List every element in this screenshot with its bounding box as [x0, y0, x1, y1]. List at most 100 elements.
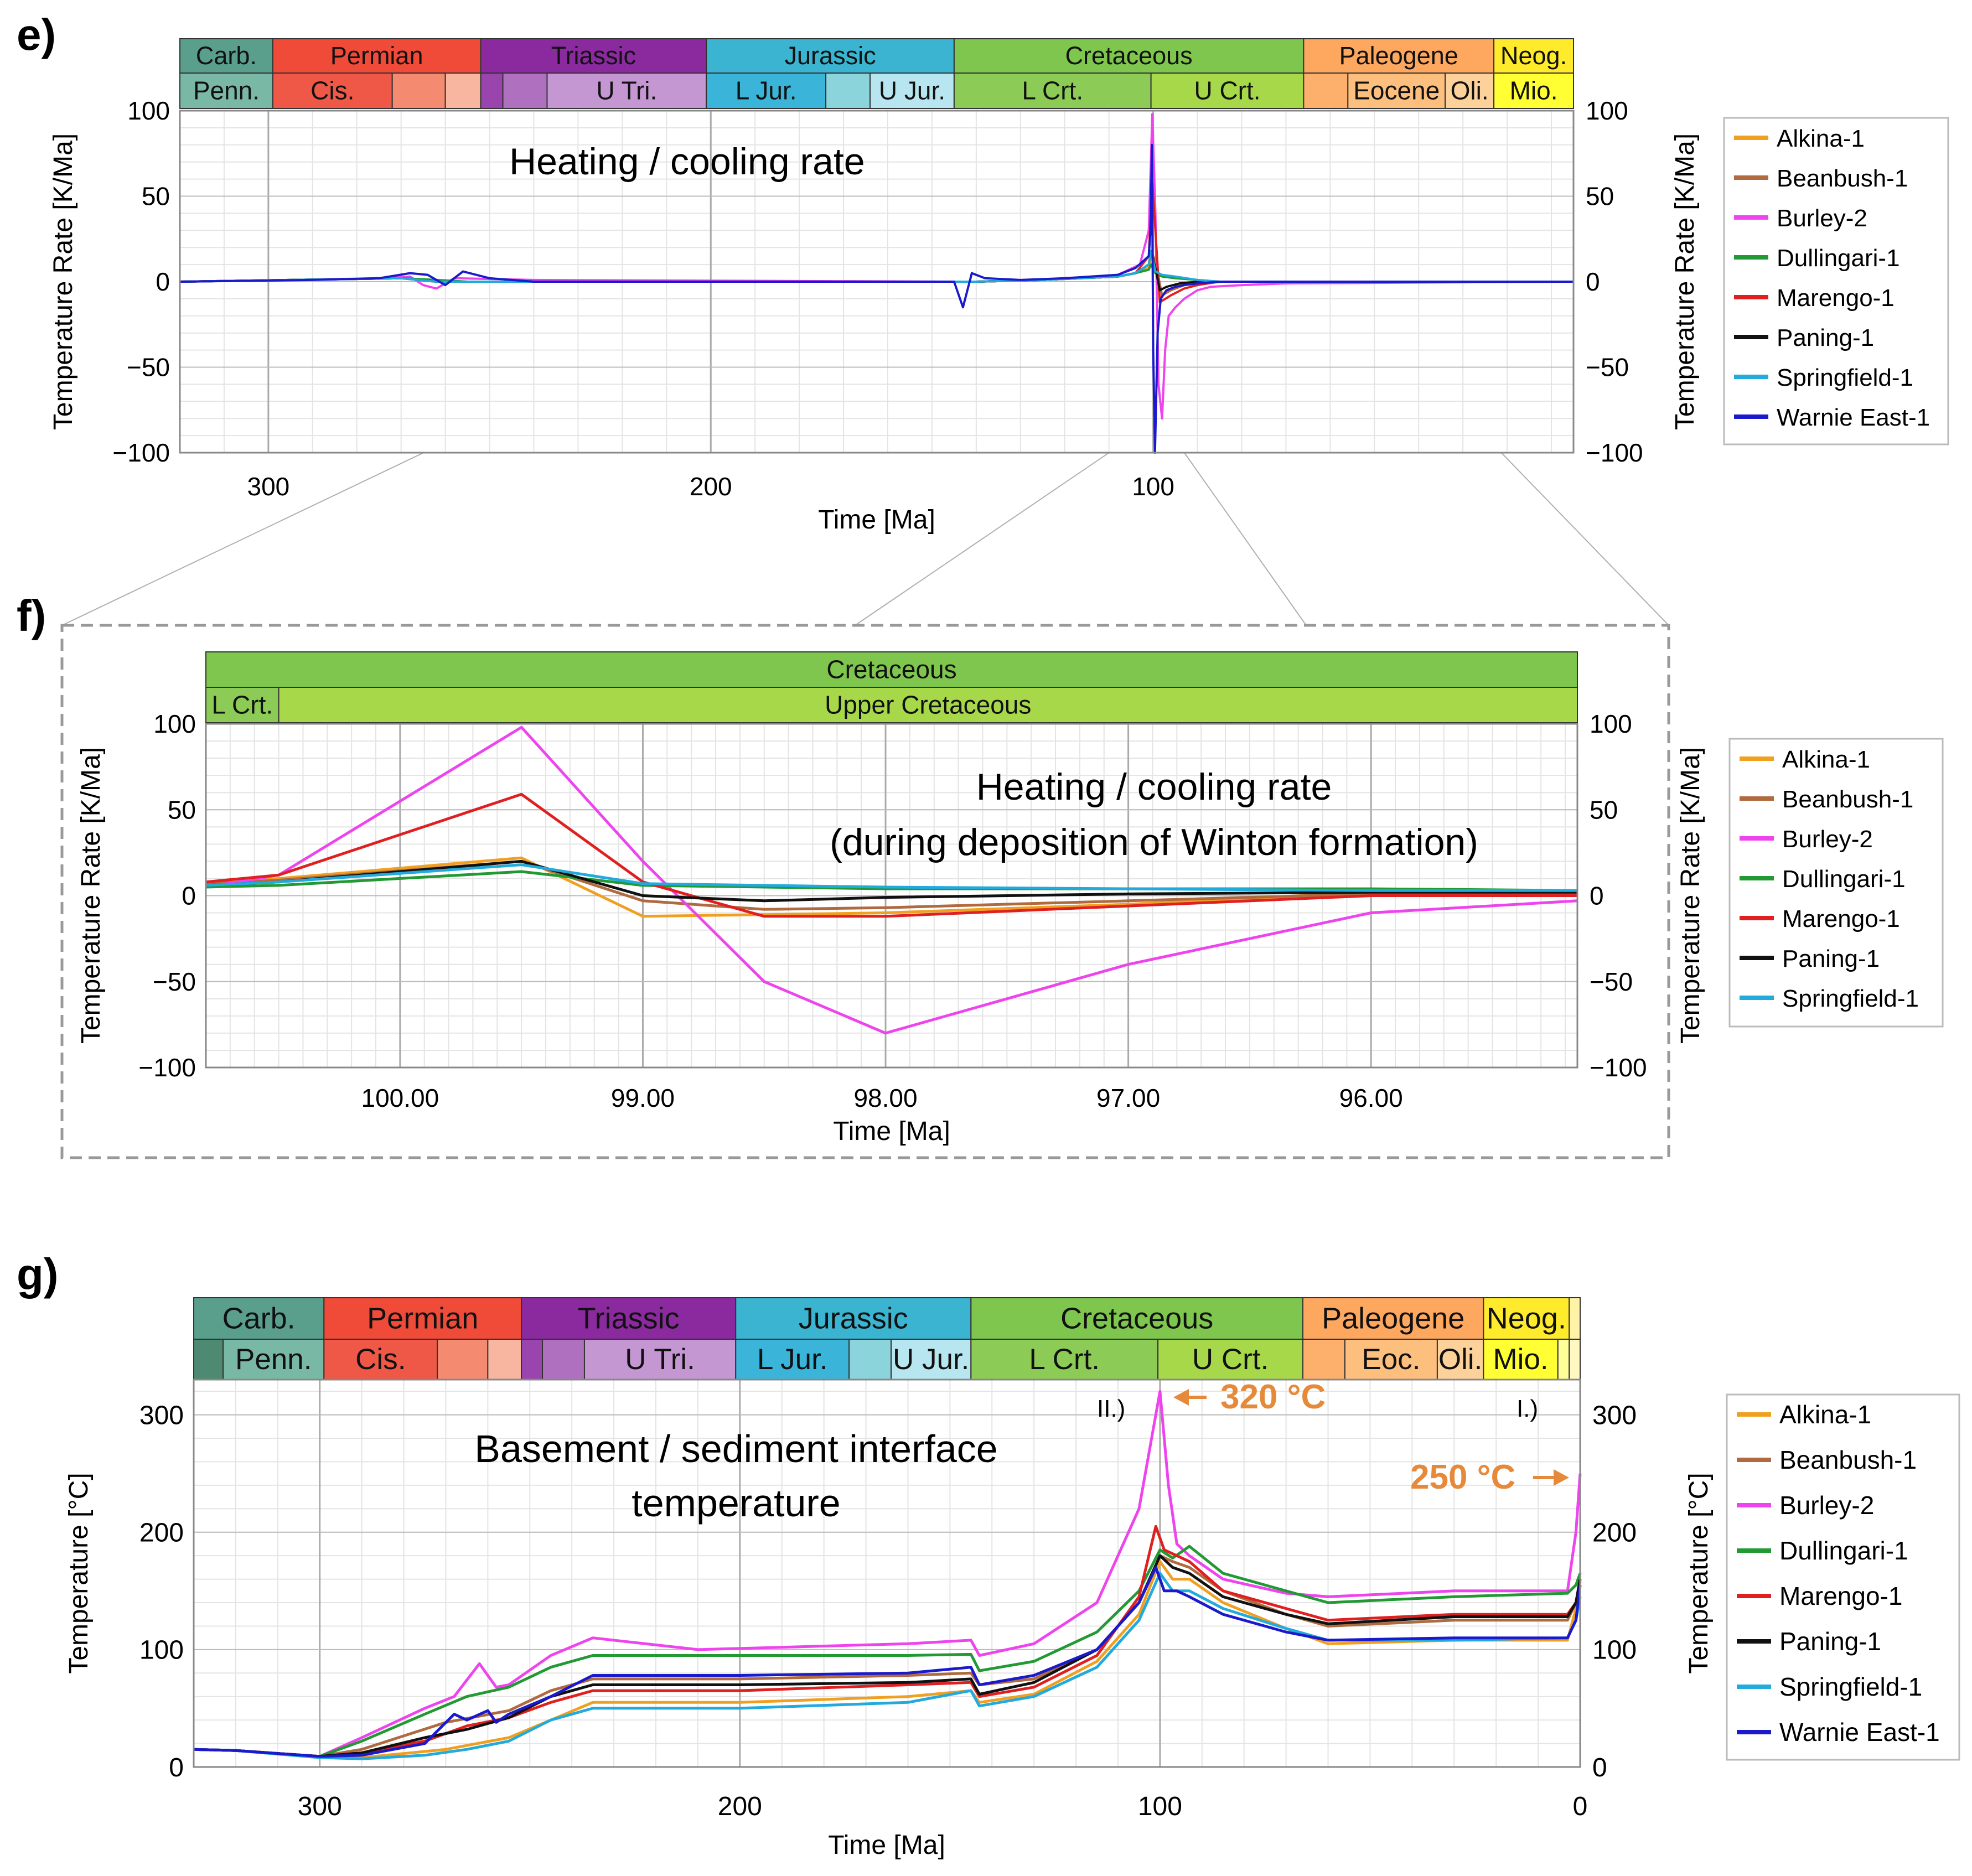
series-lines-g: [193, 1390, 1582, 1760]
ytick-label-right: −100: [1590, 1053, 1647, 1082]
xlabel-f: Time [Ma]: [833, 1117, 950, 1146]
strat-cell: [487, 1339, 522, 1380]
ytick-label-left: 200: [139, 1519, 184, 1548]
strat-bottom-unit-5: [521, 1339, 544, 1380]
strat-cell: [546, 72, 707, 109]
ytick-label-right: −100: [1586, 438, 1643, 467]
strat-label: Penn.: [193, 76, 260, 105]
ytick-label-right: 0: [1586, 267, 1600, 296]
strat-label: L Crt.: [211, 690, 273, 719]
xtick-label: 100: [1138, 1792, 1182, 1821]
strat-cell: [1569, 1339, 1581, 1380]
strat-cell: [1493, 38, 1574, 74]
legend-label: Marengo-1: [1779, 1582, 1902, 1610]
xtick-label: 98.00: [853, 1084, 917, 1112]
legend-item-dullingari-1: Dullingari-1: [1737, 1536, 1908, 1565]
strat-bottom-unit-9: [848, 1339, 892, 1380]
ytick-label-left: −50: [153, 967, 196, 996]
callout-320-arrow-head: [1173, 1389, 1189, 1406]
zoom-connector-right-inner: [1173, 437, 1307, 626]
strat-bottom-unit-13: [1302, 1339, 1345, 1380]
legend-label: Beanbush-1: [1782, 786, 1913, 813]
legend-label: Burley-2: [1779, 1491, 1874, 1520]
legend-label: Dullingari-1: [1779, 1536, 1908, 1565]
legend-item-warnie-east-1: Warnie East-1: [1737, 1718, 1940, 1747]
panel-e: Carb. Permian Triassic Jurassic Cretaceous Pa…: [49, 38, 1949, 535]
legend-item-dullingari-1: Dullingari-1: [1734, 245, 1900, 272]
series-line-marengo-1: [205, 792, 1577, 918]
strat-cell: [891, 1339, 972, 1380]
strat-cell: [1302, 1297, 1484, 1340]
strat-cell: [323, 1297, 522, 1340]
strat-bottom-penn: Penn.: [222, 1339, 325, 1380]
strat-bottom-l-crt: L Crt.: [205, 687, 280, 723]
ytick-label-left: 0: [182, 882, 196, 910]
legend-f: Alkina-1 Beanbush-1 Burley-2 Dullingari-1 Ma…: [1728, 738, 1944, 1028]
legend-box: [1726, 1393, 1960, 1761]
ytick-label-right: 300: [1592, 1401, 1637, 1430]
strat-cell: [953, 38, 1305, 74]
strat-bottom-unit-18: [1569, 1339, 1581, 1380]
strat-bar-g: Carb. Permian Triassic Jurassic Cretaceous Pa…: [193, 1297, 1581, 1380]
strat-bottom-upper-cretaceous: Upper Cretaceous: [278, 687, 1578, 723]
strat-label: Oli.: [1451, 76, 1489, 105]
ytick-label-right: 50: [1590, 795, 1618, 824]
strat-top-neog: Neog.: [1483, 1297, 1570, 1340]
strat-bottom-unit-0: [193, 1339, 224, 1380]
strat-cell: [437, 1339, 489, 1380]
ytick-label-right: 200: [1592, 1519, 1637, 1548]
callout-320-arrow: [1173, 1389, 1207, 1406]
strat-label: Carb.: [222, 1302, 296, 1335]
strat-bottom-l-crt: L Crt.: [953, 72, 1152, 109]
strat-label: Paleogene: [1322, 1302, 1464, 1335]
strat-label: Upper Cretaceous: [825, 690, 1031, 719]
callout-320-label: 320 °C: [1220, 1378, 1326, 1416]
ytick-label-left: 0: [156, 267, 170, 296]
strat-top-cretaceous: Cretaceous: [953, 38, 1305, 74]
strat-label: L Crt.: [1022, 76, 1083, 105]
ytick-label-left: 100: [153, 709, 196, 738]
strat-cell: [706, 38, 955, 74]
strat-cell: [521, 1339, 544, 1380]
strat-bottom-cis: Cis.: [323, 1339, 438, 1380]
ytick-label-left: −100: [112, 438, 170, 467]
strat-label: Triassic: [551, 42, 636, 70]
strat-label: Carb.: [196, 42, 257, 70]
series-line-burley-2: [205, 725, 1578, 1035]
ytick-label-left: 300: [139, 1401, 184, 1430]
series-lines-f: [205, 725, 1578, 1035]
legend-g: Alkina-1 Beanbush-1 Burley-2 Dullingari-1 Ma…: [1726, 1393, 1960, 1761]
strat-label: Eocene: [1353, 76, 1440, 105]
zoom-connector-left-inner: [855, 437, 1132, 626]
strat-label: U Tri.: [625, 1343, 695, 1376]
strat-bottom-eocene: Eocene: [1347, 72, 1446, 109]
legend-label: Alkina-1: [1779, 1400, 1871, 1429]
strat-bottom-u-tri: U Tri.: [583, 1339, 737, 1380]
legend-item-warnie-east-1: Warnie East-1: [1734, 404, 1930, 431]
legend-label: Dullingari-1: [1777, 245, 1900, 272]
legend-box: [1723, 117, 1949, 445]
strat-cell: [1483, 1339, 1559, 1380]
strat-bottom-unit-8: [825, 72, 871, 109]
label-event-I: I.): [1516, 1395, 1538, 1422]
panel-f: Cretaceous L Crt. Upper Cretaceous 100 100 5…: [76, 651, 1944, 1146]
strat-bar-e: Carb. Permian Triassic Jurassic Cretaceous Pa…: [179, 38, 1574, 109]
plot-frame-f: [205, 723, 1578, 1069]
strat-bottom-unit-5: [502, 72, 548, 109]
strat-bottom-unit-4: [487, 1339, 522, 1380]
xtick-label: 200: [718, 1792, 762, 1821]
strat-cell: [1303, 38, 1495, 74]
strat-bottom-cis: Cis.: [272, 72, 393, 109]
ytick-label-right: −50: [1590, 967, 1633, 996]
strat-cell: [179, 72, 273, 109]
plot-frame-g: [193, 1379, 1581, 1768]
series-line-springfield-1: [179, 250, 1574, 283]
axes-f: 100 100 50 50 0 0 −50 −50 −100 −100 100.00 99.00 98.…: [138, 709, 1647, 1112]
strat-bottom-l-jur: L Jur.: [706, 72, 827, 109]
callout-250-arrow-head: [1554, 1469, 1569, 1486]
strat-label: U Crt.: [1192, 1343, 1269, 1376]
xlabel-e: Time [Ma]: [818, 505, 935, 535]
strat-top-paleogene: Paleogene: [1303, 38, 1495, 74]
zoom-target-box: [60, 624, 1670, 1159]
